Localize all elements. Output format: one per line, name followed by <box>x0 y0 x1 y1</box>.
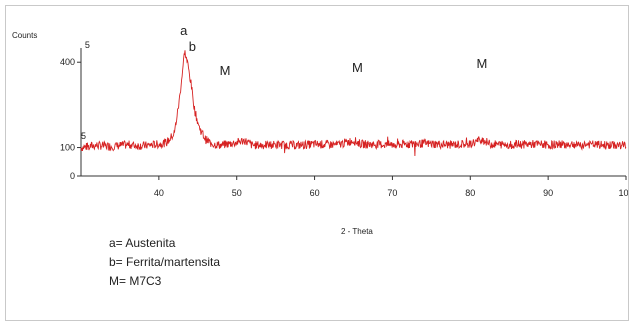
x-tick-label: 80 <box>465 188 475 198</box>
corner-mark: 5 <box>81 131 86 141</box>
corner-mark: 5 <box>85 40 90 50</box>
peak-annotation: b <box>189 39 196 54</box>
x-tick-label: 90 <box>543 188 553 198</box>
peak-annotation: M <box>352 60 363 75</box>
x-axis-label: 2 - Theta <box>341 227 373 236</box>
x-tick-label: 40 <box>154 188 164 198</box>
figure-frame: Counts 2 - Theta 0 100 400 40 50 60 70 80 90 100 a… <box>5 5 629 321</box>
xrd-chart: Counts 2 - Theta 0 100 400 40 50 60 70 80 90 100 a… <box>12 23 628 236</box>
y-tick-label: 400 <box>60 57 75 67</box>
legend: a= Austenita b= Ferrita/martensita M= M7… <box>109 234 220 291</box>
x-tick-label: 50 <box>232 188 242 198</box>
y-tick-label: 0 <box>70 171 75 181</box>
legend-item-ferrita-martensita: b= Ferrita/martensita <box>109 255 221 269</box>
y-axis-label: Counts <box>12 31 37 40</box>
legend-item-m7c3: M= M7C3 <box>109 274 162 288</box>
x-tick-label: 70 <box>387 188 397 198</box>
x-tick-label: 100 <box>618 188 628 198</box>
y-tick-label: 100 <box>60 143 75 153</box>
peak-annotation: M <box>477 56 488 71</box>
legend-item-austenita: a= Austenita <box>109 236 176 250</box>
diffraction-series-line <box>80 50 627 157</box>
peak-annotation: M <box>220 63 231 78</box>
peak-annotation: a <box>180 23 188 38</box>
x-tick-label: 60 <box>310 188 320 198</box>
